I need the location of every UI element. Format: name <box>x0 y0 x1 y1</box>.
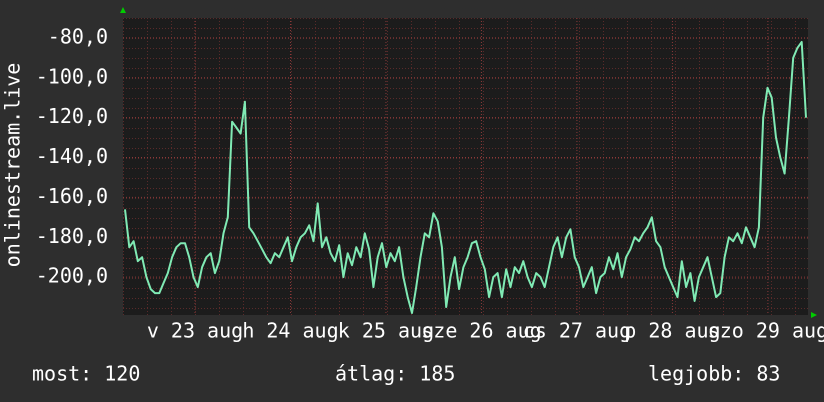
x-tick-label: p 28 aug <box>624 319 720 343</box>
y-tick-label: -80,0 <box>48 24 108 48</box>
y-tick-label: -180,0 <box>36 224 108 248</box>
x-tick-label: k 25 aug <box>338 319 434 343</box>
stat-average: átlag: 185 <box>335 362 455 386</box>
x-tick-label: h 24 aug <box>242 319 338 343</box>
stat-best: legjobb: 83 <box>648 362 780 386</box>
x-tick-label: szo 29 aug <box>708 319 824 343</box>
y-tick-label: -140,0 <box>36 144 108 168</box>
minor-grid <box>123 18 808 315</box>
x-tick-label: sze 26 aug <box>421 319 541 343</box>
y-tick-label: -200,0 <box>36 264 108 288</box>
x-arrow <box>811 312 817 318</box>
x-tick-label: v 23 aug <box>147 319 243 343</box>
x-tick-label: cs 27 aug <box>523 319 631 343</box>
y-tick-label: -100,0 <box>36 64 108 88</box>
y-axis-label: onlinestream.live <box>1 63 25 268</box>
y-tick-label: -120,0 <box>36 104 108 128</box>
stat-current: most: 120 <box>32 362 140 386</box>
y-arrow <box>120 7 126 13</box>
data-line <box>124 40 807 314</box>
y-tick-label: -160,0 <box>36 184 108 208</box>
